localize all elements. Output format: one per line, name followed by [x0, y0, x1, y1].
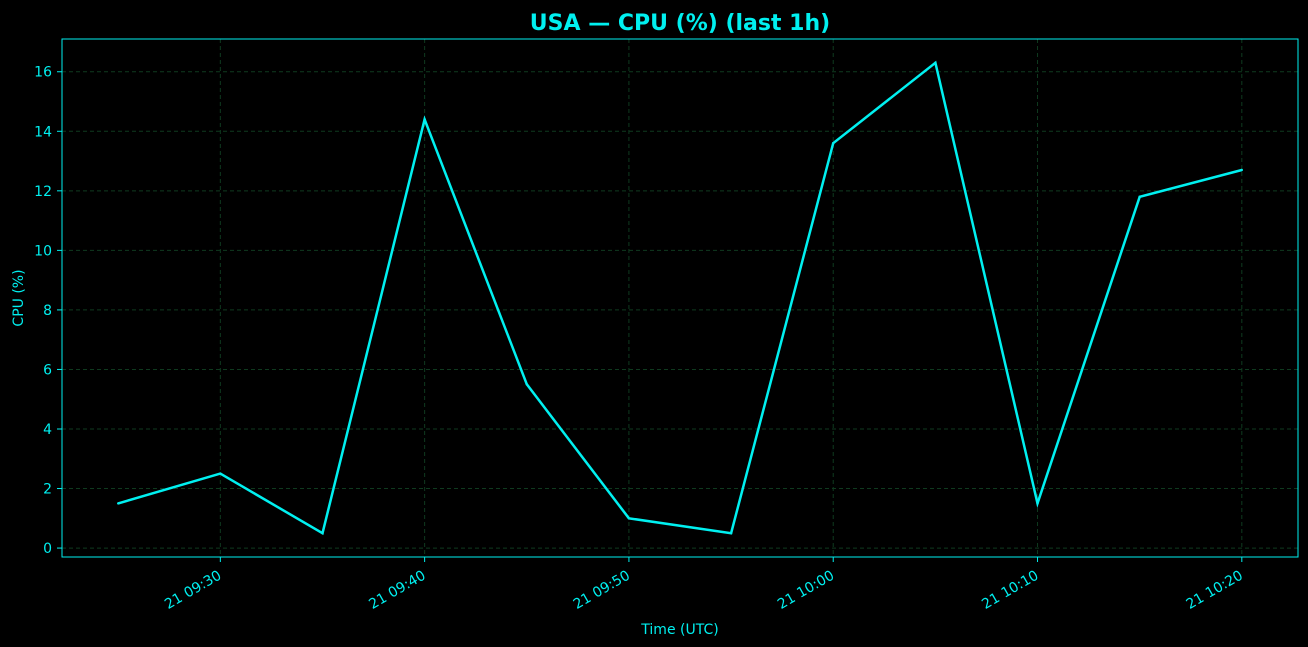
grid-lines [62, 39, 1298, 557]
plot-frame [61, 38, 1299, 558]
x-axis-label: Time (UTC) [640, 622, 718, 638]
y-tick-label: 2 [43, 482, 52, 498]
y-tick-label: 8 [43, 303, 52, 319]
y-axis-label: CPU (%) [11, 269, 27, 326]
y-tick-label: 4 [43, 422, 52, 438]
data-point [1036, 502, 1039, 505]
data-point [321, 531, 324, 535]
y-tick-label: 12 [34, 184, 52, 200]
data-point [1138, 195, 1141, 198]
data-point [525, 383, 528, 386]
data-point [934, 61, 937, 65]
data-point [219, 472, 222, 475]
data-point [627, 517, 631, 520]
y-tick-label: 10 [34, 243, 52, 259]
data-point [729, 531, 733, 535]
y-tick-label: 14 [34, 124, 52, 140]
series-line [117, 60, 1243, 536]
data-point [1240, 168, 1244, 172]
data-point [423, 118, 426, 121]
data-point [832, 141, 835, 145]
y-tick-label: 0 [43, 541, 52, 557]
y-axis-ticks: 0 2 4 6 8 10 12 14 16 [34, 65, 62, 557]
chart-title: USA — CPU (%) (last 1h) [530, 11, 830, 36]
y-tick-label: 16 [34, 65, 52, 81]
y-tick-label: 6 [43, 362, 52, 378]
data-point [116, 502, 120, 505]
series-layer [116, 60, 1244, 536]
